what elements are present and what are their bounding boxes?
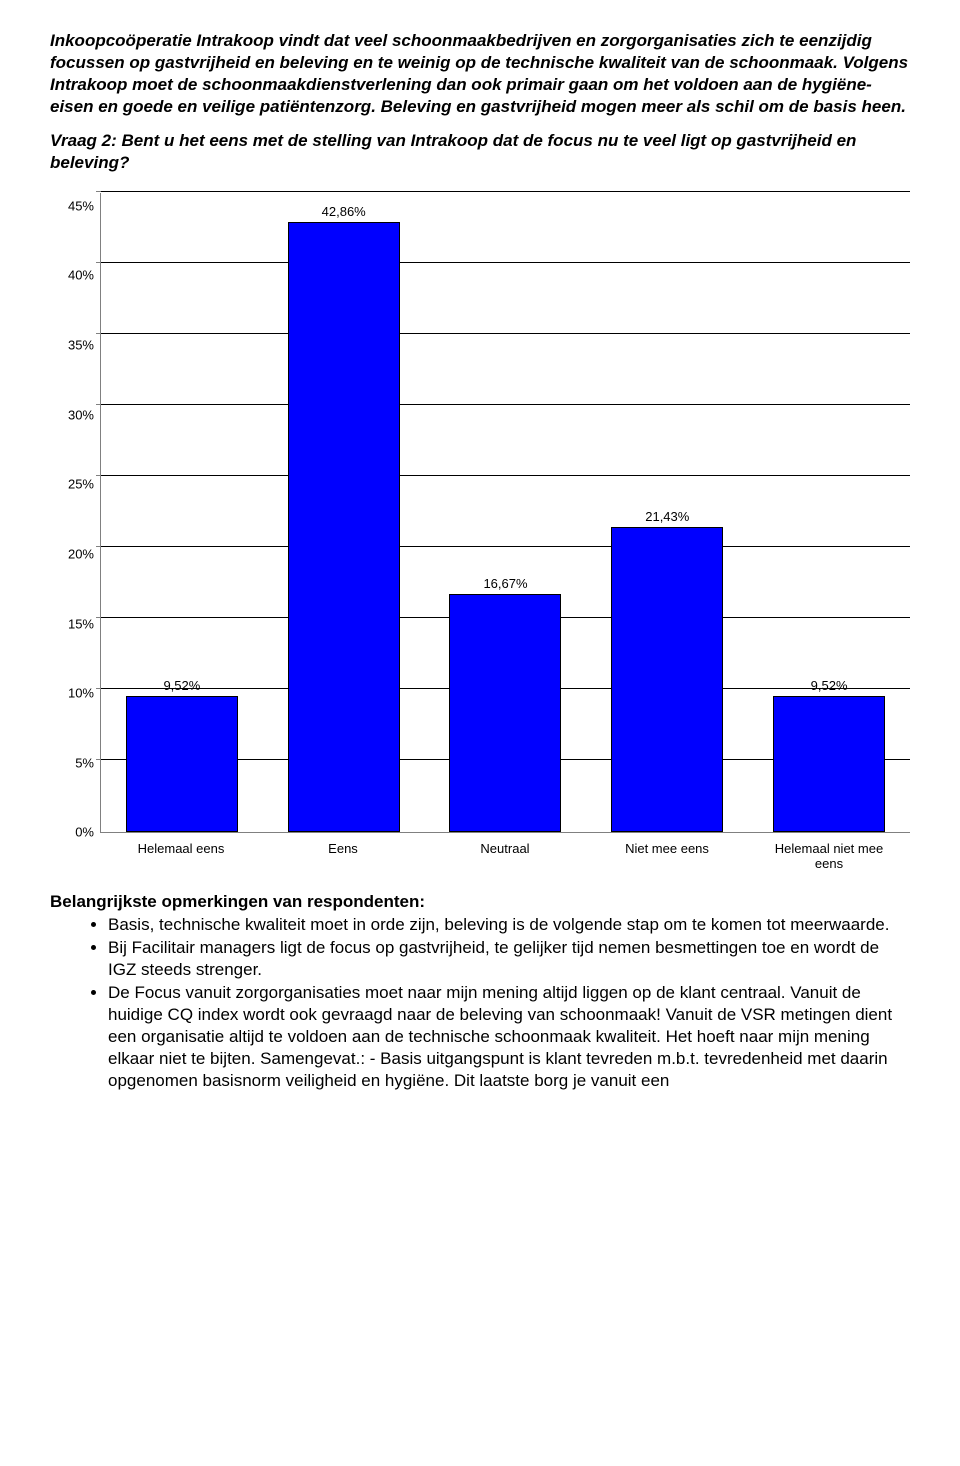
respondents-header: Belangrijkste opmerkingen van respondent… xyxy=(50,892,910,912)
y-tick-label: 30% xyxy=(68,408,94,421)
bar-value-label: 42,86% xyxy=(322,205,366,218)
x-tick-label: Helemaal niet mee eens xyxy=(759,841,899,872)
y-tick-label: 20% xyxy=(68,547,94,560)
y-tick-label: 10% xyxy=(68,687,94,700)
plot-area: 9,52% 42,86% 16,67% 21,43% 9,52% xyxy=(100,193,910,833)
bar xyxy=(288,222,400,832)
y-tick-label: 25% xyxy=(68,478,94,491)
bar xyxy=(449,594,561,831)
intro-paragraph: Inkoopcoöperatie Intrakoop vindt dat vee… xyxy=(50,30,910,118)
x-axis-labels: Helemaal eens Eens Neutraal Niet mee eens He… xyxy=(100,833,910,872)
bar-column: 9,52% xyxy=(112,679,252,831)
bullet-list: Basis, technische kwaliteit moet in orde… xyxy=(50,914,910,1093)
bar xyxy=(611,527,723,832)
bullet-item: Basis, technische kwaliteit moet in orde… xyxy=(108,914,910,936)
bar-value-label: 9,52% xyxy=(163,679,200,692)
y-tick-label: 40% xyxy=(68,269,94,282)
bar-value-label: 21,43% xyxy=(645,510,689,523)
y-tick-label: 15% xyxy=(68,617,94,630)
bar-column: 9,52% xyxy=(759,679,899,831)
y-tick-label: 45% xyxy=(68,199,94,212)
bar xyxy=(126,696,238,831)
y-tick-label: 0% xyxy=(75,826,94,839)
x-tick-label: Neutraal xyxy=(435,841,575,872)
bar-value-label: 9,52% xyxy=(811,679,848,692)
bar xyxy=(773,696,885,831)
bullet-item: De Focus vanuit zorgorganisaties moet na… xyxy=(108,982,910,1092)
x-tick-label: Helemaal eens xyxy=(111,841,251,872)
gridline xyxy=(101,191,910,192)
y-tick-label: 35% xyxy=(68,338,94,351)
x-tick-label: Eens xyxy=(273,841,413,872)
y-axis-labels: 45%40%35%30%25%20%15%10%5%0% xyxy=(50,193,100,833)
x-tick-label: Niet mee eens xyxy=(597,841,737,872)
bar-value-label: 16,67% xyxy=(483,577,527,590)
y-tick-label: 5% xyxy=(75,756,94,769)
bar-chart: 45% 40% 35% 30% 25% 20% 15% 10% 5% 0% 9,52% 42,86%… xyxy=(50,193,910,872)
bar-column: 21,43% xyxy=(597,510,737,832)
bar-column: 16,67% xyxy=(435,577,575,831)
bullet-item: Bij Facilitair managers ligt de focus op… xyxy=(108,937,910,981)
question-paragraph: Vraag 2: Bent u het eens met de stelling… xyxy=(50,130,910,174)
bar-column: 42,86% xyxy=(274,205,414,832)
